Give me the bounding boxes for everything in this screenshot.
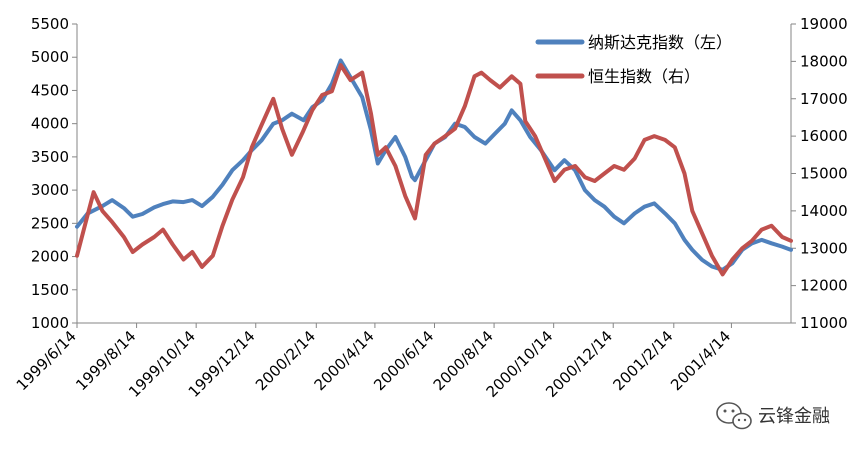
left-tick-label: 5500 xyxy=(31,15,69,33)
left-axis: 1000 1500 2000 2500 3000 3500 4000 4500 5000 5500 xyxy=(31,15,78,332)
right-tick-label: 15000 xyxy=(800,165,848,183)
x-axis: 1999/6/141999/8/141999/10/141999/12/1420… xyxy=(13,322,791,401)
right-tick-label: 14000 xyxy=(800,202,848,220)
right-tick-label: 13000 xyxy=(800,239,848,257)
x-tick-label: 1999/6/14 xyxy=(13,327,80,394)
series-line-hang-seng xyxy=(75,63,793,277)
x-tick-label: 2000/6/14 xyxy=(370,327,437,394)
left-tick-label: 2000 xyxy=(31,248,69,266)
right-tick-label: 12000 xyxy=(800,277,848,295)
right-tick-label: 19000 xyxy=(800,15,848,33)
left-tick-label: 2500 xyxy=(31,214,69,232)
left-tick-label: 5000 xyxy=(31,48,69,66)
series-line-nasdaq xyxy=(75,58,793,272)
right-tick-label: 16000 xyxy=(800,127,848,145)
x-tick-label: 2001/4/14 xyxy=(667,327,734,394)
watermark: 云锋金融 xyxy=(716,402,830,430)
right-tick-label: 18000 xyxy=(800,52,848,70)
right-tick-label: 11000 xyxy=(800,314,848,332)
left-tick-label: 4000 xyxy=(31,115,69,133)
series-layer xyxy=(75,58,793,277)
left-tick-label: 4500 xyxy=(31,81,69,99)
right-tick-label: 17000 xyxy=(800,90,848,108)
legend-label: 恒生指数（右） xyxy=(588,67,700,86)
x-tick-label: 2000/4/14 xyxy=(311,327,378,394)
wechat-bubble-icon xyxy=(716,402,752,430)
right-axis: 11000 12000 13000 14000 15000 16000 17000 18000… xyxy=(790,15,848,332)
legend-label: 纳斯达克指数（左） xyxy=(588,33,732,52)
legend: 纳斯达克指数（左） 恒生指数（右） xyxy=(535,33,732,86)
x-tick-label: 2001/2/14 xyxy=(609,327,676,394)
left-tick-label: 1000 xyxy=(31,314,69,332)
left-tick-label: 3000 xyxy=(31,181,69,199)
x-tick-label: 2000/2/14 xyxy=(252,327,319,394)
watermark-text: 云锋金融 xyxy=(758,406,830,427)
left-tick-label: 1500 xyxy=(31,281,69,299)
left-tick-label: 3500 xyxy=(31,148,69,166)
